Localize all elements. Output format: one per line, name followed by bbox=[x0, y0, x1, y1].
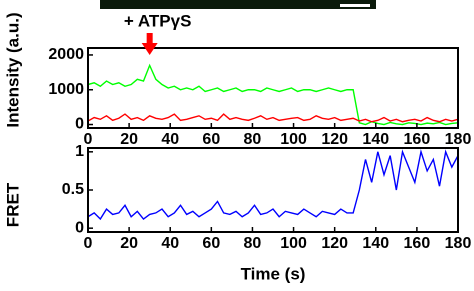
x-tick-label: 180 bbox=[445, 235, 472, 252]
x-tick-label: 80 bbox=[244, 131, 262, 148]
x-tick-label: 140 bbox=[362, 235, 389, 252]
y-axis-label: Intensity (a.u.) bbox=[3, 12, 22, 127]
x-tick-label: 40 bbox=[161, 131, 179, 148]
x-tick-label: 60 bbox=[202, 131, 220, 148]
x-tick-label: 120 bbox=[321, 235, 348, 252]
x-tick-label: 60 bbox=[202, 235, 220, 252]
trace bbox=[88, 65, 458, 124]
x-tick-label: 140 bbox=[362, 131, 389, 148]
trace bbox=[88, 152, 458, 219]
x-tick-label: 120 bbox=[321, 131, 348, 148]
y-axis-label: FRET bbox=[3, 182, 22, 227]
x-tick-label: 20 bbox=[120, 131, 138, 148]
x-tick-label: 0 bbox=[84, 131, 93, 148]
x-tick-label: 100 bbox=[280, 131, 307, 148]
y-tick-label: 0 bbox=[75, 116, 84, 133]
micrograph-strip bbox=[100, 0, 376, 9]
figure: 020406080100120140160180010002000Intensi… bbox=[0, 0, 474, 291]
y-tick-label: 0 bbox=[75, 219, 84, 236]
x-tick-label: 180 bbox=[445, 131, 472, 148]
plot-frame bbox=[88, 48, 458, 128]
trace bbox=[88, 114, 458, 122]
x-tick-label: 100 bbox=[280, 235, 307, 252]
x-tick-label: 80 bbox=[244, 235, 262, 252]
scale-bar bbox=[340, 4, 370, 7]
x-tick-label: 160 bbox=[404, 235, 431, 252]
x-tick-label: 160 bbox=[404, 131, 431, 148]
x-tick-label: 20 bbox=[120, 235, 138, 252]
x-tick-label: 0 bbox=[84, 235, 93, 252]
annotation-arrow bbox=[142, 33, 158, 55]
y-tick-label: 2000 bbox=[48, 46, 84, 63]
y-tick-label: 1 bbox=[75, 143, 84, 160]
x-axis-label: Time (s) bbox=[241, 264, 306, 283]
y-tick-label: 1000 bbox=[48, 81, 84, 98]
annotation: + ATPγS bbox=[124, 11, 192, 30]
x-tick-label: 40 bbox=[161, 235, 179, 252]
y-tick-label: 0.5 bbox=[62, 181, 84, 198]
